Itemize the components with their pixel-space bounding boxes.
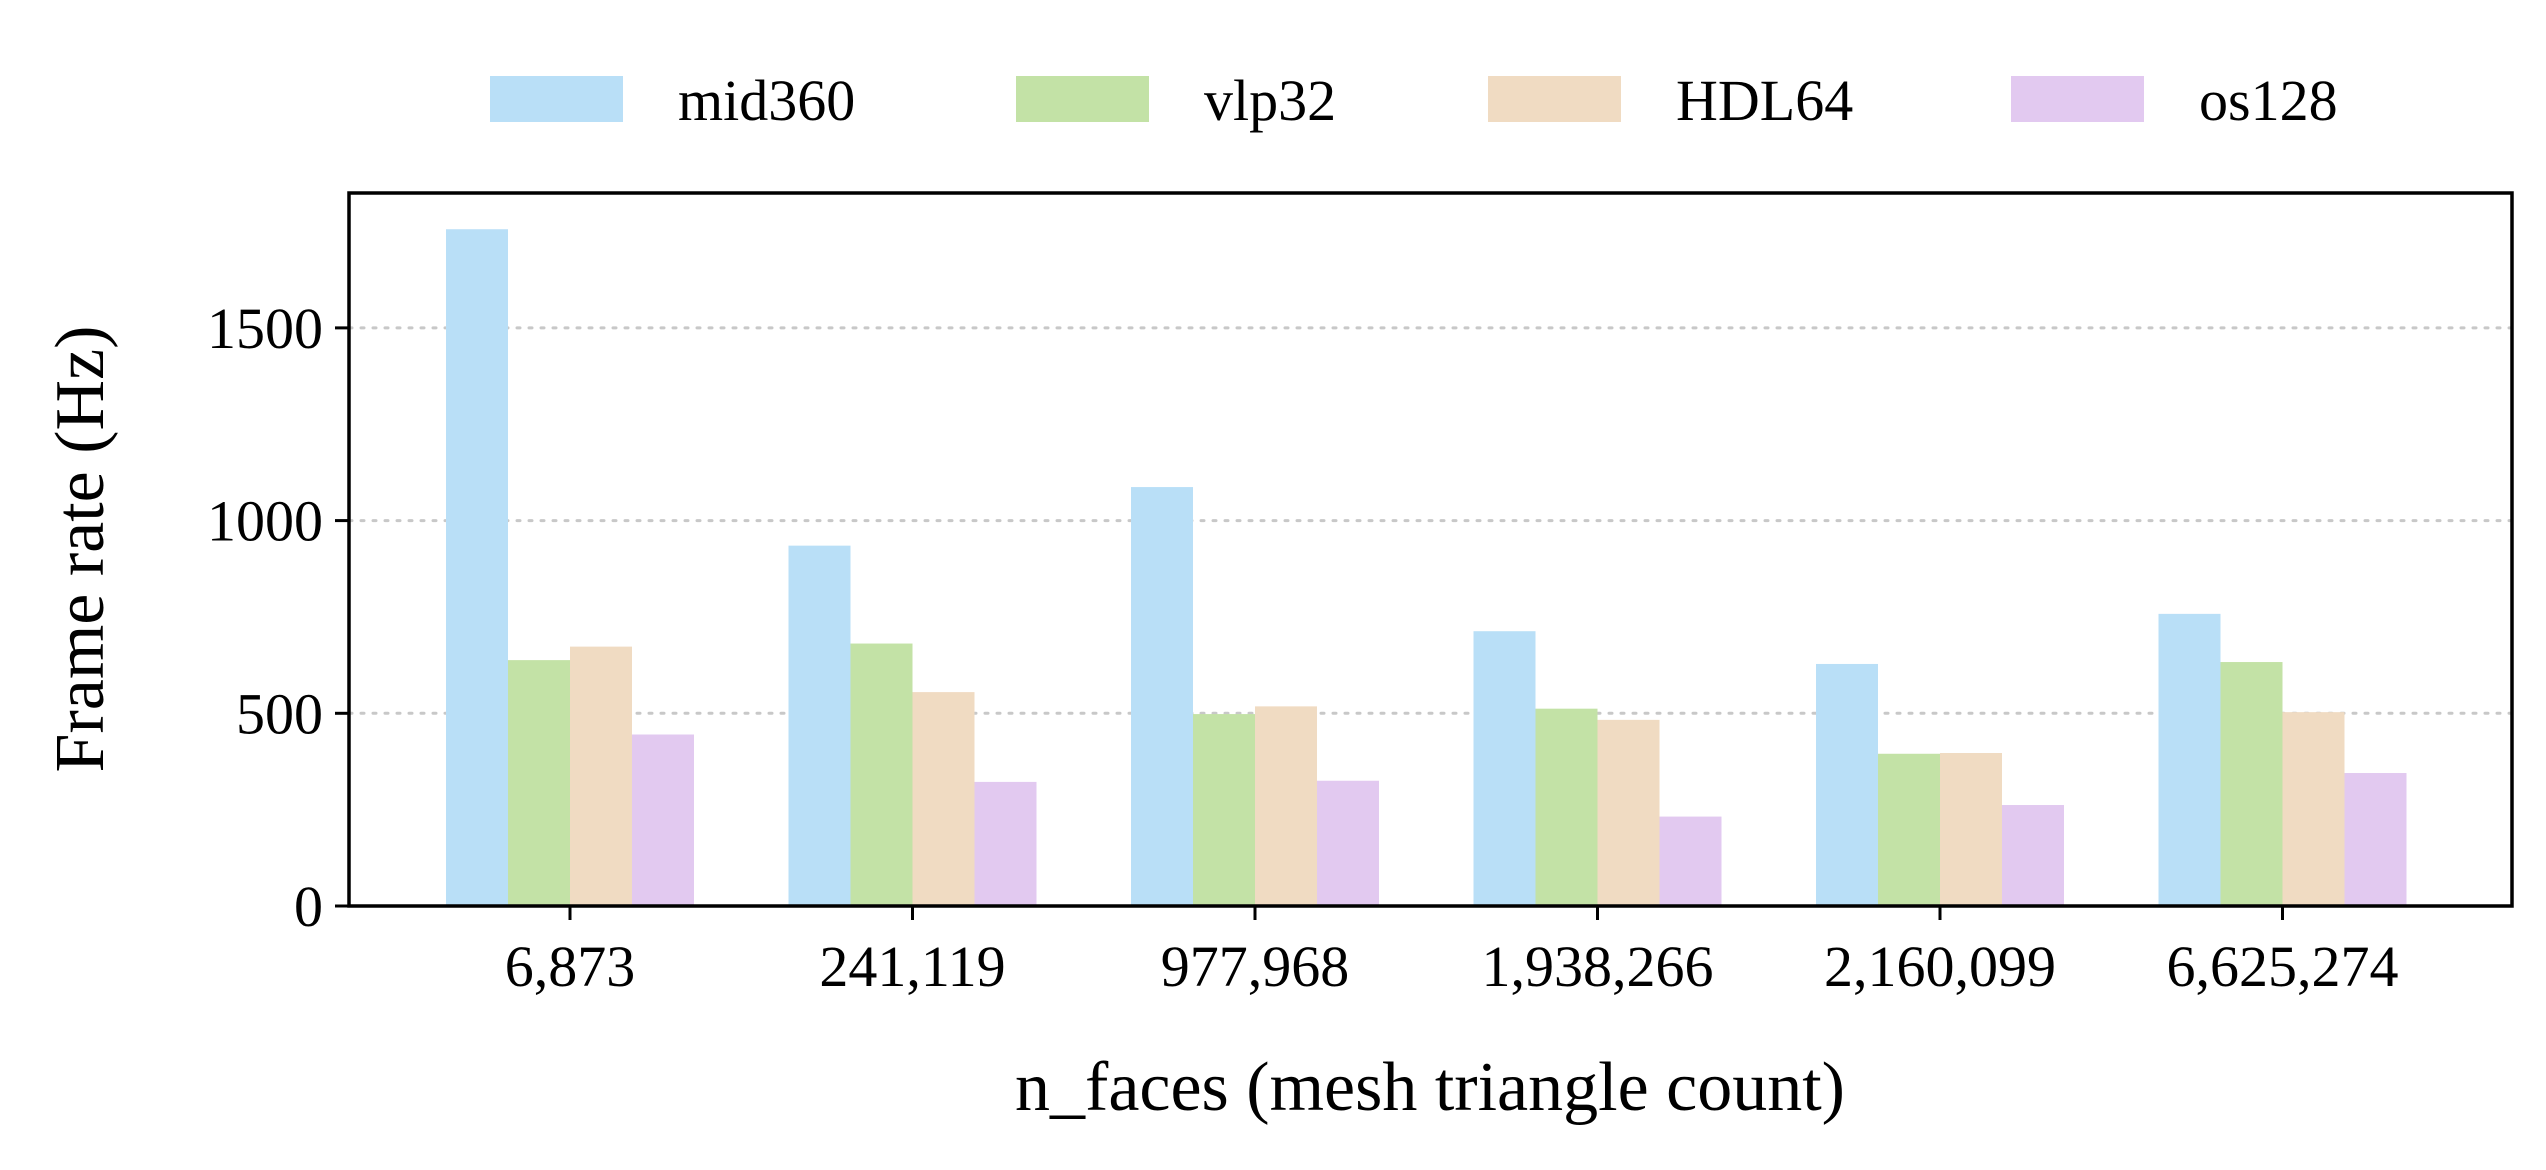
bar-HDL64-1	[912, 692, 975, 906]
x-axis-label: n_faces (mesh triangle count)	[1015, 1049, 1845, 1126]
bar-os128-2	[1317, 780, 1379, 906]
bar-os128-0	[632, 734, 694, 906]
x-tick-label: 241,119	[819, 934, 1005, 999]
bar-HDL64-2	[1255, 706, 1317, 906]
bar-HDL64-0	[570, 646, 632, 906]
bar-vlp32-3	[1535, 708, 1598, 906]
bar-vlp32-2	[1193, 714, 1255, 906]
bar-vlp32-5	[2220, 662, 2283, 906]
bar-HDL64-5	[2282, 712, 2345, 906]
x-tick-label: 6,873	[505, 934, 636, 999]
bar-vlp32-1	[850, 643, 913, 906]
legend-swatch-os128	[2011, 76, 2144, 122]
bar-mid360-5	[2158, 613, 2221, 906]
y-axis-label: Frame rate (Hz)	[42, 326, 119, 773]
plot-frame	[347, 191, 2514, 908]
legend-swatch-HDL64	[1488, 76, 1621, 122]
bar-vlp32-4	[1878, 753, 1940, 906]
bar-os128-3	[1659, 816, 1722, 906]
bar-os128-5	[2344, 773, 2407, 906]
legend-swatch-mid360	[490, 76, 623, 122]
legend-label-vlp32: vlp32	[1204, 68, 1336, 133]
legend-label-HDL64: HDL64	[1676, 68, 1853, 133]
bar-mid360-0	[446, 229, 508, 907]
bar-HDL64-4	[1940, 752, 2002, 906]
y-tick-label: 0	[294, 874, 323, 939]
x-tick-label: 977,968	[1161, 934, 1350, 999]
x-tick-label: 2,160,099	[1824, 934, 2056, 999]
legend-label-mid360: mid360	[678, 68, 855, 133]
bar-os128-4	[2002, 805, 2064, 906]
y-tick-label: 500	[236, 681, 323, 746]
bar-mid360-2	[1131, 487, 1193, 906]
y-axis: 0 500 1000 1500	[207, 296, 349, 939]
x-tick-label: 1,938,266	[1482, 934, 1714, 999]
bar-mid360-4	[1816, 663, 1878, 906]
legend-label-os128: os128	[2199, 68, 2338, 133]
bar-mid360-1	[788, 545, 851, 906]
x-tick-label: 6,625,274	[2167, 934, 2399, 999]
bar-mid360-3	[1473, 631, 1536, 906]
bar-HDL64-3	[1597, 719, 1660, 906]
bar-os128-1	[974, 781, 1037, 906]
grid-lines	[347, 326, 2514, 715]
legend-swatch-vlp32	[1016, 76, 1149, 122]
bar-vlp32-0	[508, 660, 570, 906]
y-tick-label: 1500	[207, 296, 323, 361]
x-axis: 6,873 241,119 977,968 1,938,266 2,160,099 6,6…	[505, 906, 2399, 999]
legend: mid360 vlp32 HDL64 os128	[490, 68, 2338, 133]
y-tick-label: 1000	[207, 489, 323, 554]
bars	[446, 229, 2407, 907]
